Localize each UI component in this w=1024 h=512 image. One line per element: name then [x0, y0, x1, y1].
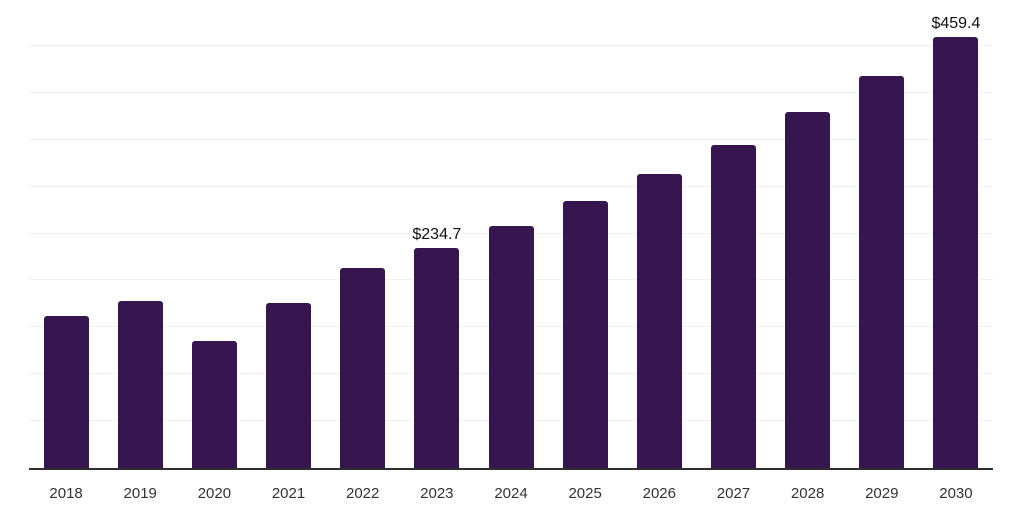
x-tick-2028: 2028: [790, 485, 825, 502]
bar-2019: [117, 301, 163, 468]
bar-2024: [488, 225, 534, 468]
x-tick-2018: 2018: [49, 485, 83, 502]
x-tick-2022: 2022: [346, 485, 380, 502]
bar-2030: [933, 37, 979, 468]
bar-2018: [43, 316, 89, 468]
x-tick-2027: 2027: [716, 485, 751, 502]
plot-area: $234.7 $459.4: [29, 0, 993, 470]
bar-2027: [710, 144, 756, 468]
bar-2021: [266, 303, 312, 468]
bar-2028: [785, 112, 831, 468]
bar-value-label-2023: $234.7: [412, 225, 462, 243]
bar-2022: [340, 267, 386, 468]
bar-2020: [191, 341, 237, 468]
bar-2023: [414, 247, 460, 468]
x-tick-2019: 2019: [123, 485, 157, 502]
x-tick-2021: 2021: [271, 485, 306, 502]
x-tick-2020: 2020: [197, 485, 232, 502]
x-tick-2023: 2023: [420, 485, 454, 502]
x-axis: 2018 2019 2020 2021 2022 2023 2024 2025 2026 2027…: [29, 470, 993, 512]
gridline-350: [29, 138, 993, 140]
x-tick-2030: 2030: [939, 485, 973, 502]
gridline-300: [29, 185, 993, 187]
bar-2029: [859, 76, 905, 468]
bar-value-label-2030: $459.4: [931, 15, 981, 33]
gridline-450: [29, 44, 993, 46]
x-tick-2025: 2025: [568, 485, 602, 502]
x-tick-2024: 2024: [494, 485, 528, 502]
bar-2026: [636, 174, 682, 468]
x-tick-2026: 2026: [642, 485, 676, 502]
x-tick-2029: 2029: [865, 485, 899, 502]
bar-2025: [562, 201, 608, 468]
gridline-400: [29, 91, 993, 93]
